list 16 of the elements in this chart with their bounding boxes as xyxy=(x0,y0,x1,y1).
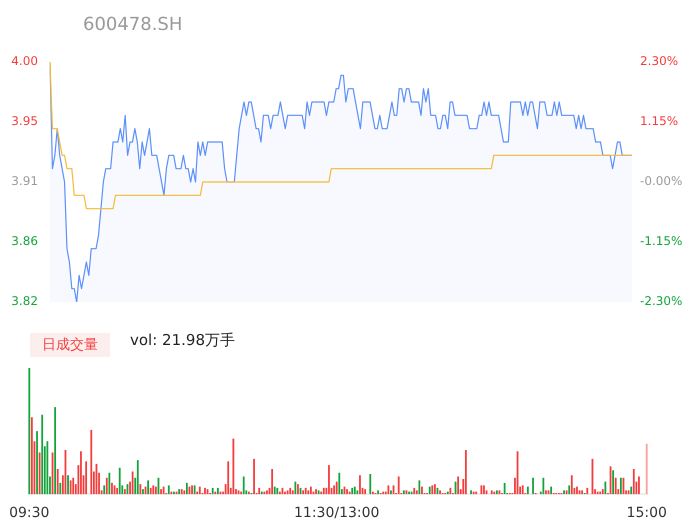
text: vol: 21.98万手 xyxy=(130,331,235,350)
y2-tick-label: 2.30% xyxy=(640,54,678,68)
x-tick-label: 15:00 xyxy=(626,505,667,522)
text: 日成交量 xyxy=(30,333,110,357)
y2-tick-label: -0.00% xyxy=(640,174,682,188)
y-tick-label: 3.86 xyxy=(11,234,38,248)
y2-tick-label: -1.15% xyxy=(640,234,682,248)
x-tick-label: 09:30 xyxy=(9,505,50,522)
y2-tick-label: -2.30% xyxy=(640,294,682,308)
y2-tick-label: 1.15% xyxy=(640,114,678,128)
y-tick-label: 4.00 xyxy=(11,54,38,68)
x-tick-label: 11:30/13:00 xyxy=(294,505,380,522)
chart-title: 600478.SH xyxy=(83,14,182,35)
y-tick-label: 3.82 xyxy=(11,294,38,308)
y-tick-label: 3.95 xyxy=(11,114,38,128)
y-tick-label: 3.91 xyxy=(11,174,38,188)
